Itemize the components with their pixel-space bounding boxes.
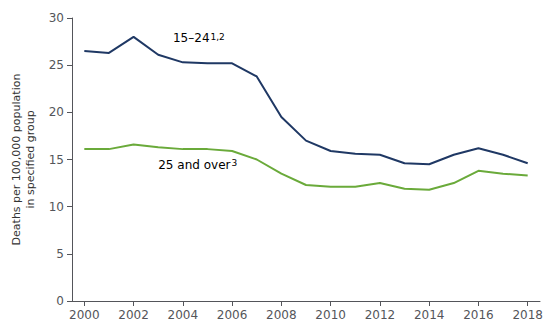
svg-text:5: 5: [56, 247, 64, 261]
svg-text:2002: 2002: [118, 308, 149, 322]
svg-text:2000: 2000: [69, 308, 100, 322]
svg-text:Deaths per 100,000 population: Deaths per 100,000 population: [10, 74, 23, 246]
svg-text:25: 25: [49, 58, 64, 72]
svg-text:25 and over: 25 and over: [158, 158, 230, 172]
svg-text:15: 15: [49, 153, 64, 167]
svg-text:2004: 2004: [168, 308, 199, 322]
svg-text:3: 3: [231, 158, 237, 168]
svg-text:in specified group: in specified group: [24, 110, 37, 208]
svg-text:15–24: 15–24: [173, 31, 210, 45]
svg-text:2016: 2016: [463, 308, 494, 322]
svg-text:2012: 2012: [365, 308, 396, 322]
svg-text:10: 10: [49, 200, 64, 214]
svg-text:2018: 2018: [512, 308, 543, 322]
svg-text:20: 20: [49, 105, 64, 119]
svg-text:2008: 2008: [266, 308, 297, 322]
svg-text:30: 30: [49, 11, 64, 25]
svg-text:2014: 2014: [414, 308, 445, 322]
svg-text:1,2: 1,2: [211, 32, 225, 42]
svg-text:2010: 2010: [315, 308, 346, 322]
svg-text:0: 0: [56, 294, 64, 308]
svg-text:2006: 2006: [217, 308, 248, 322]
